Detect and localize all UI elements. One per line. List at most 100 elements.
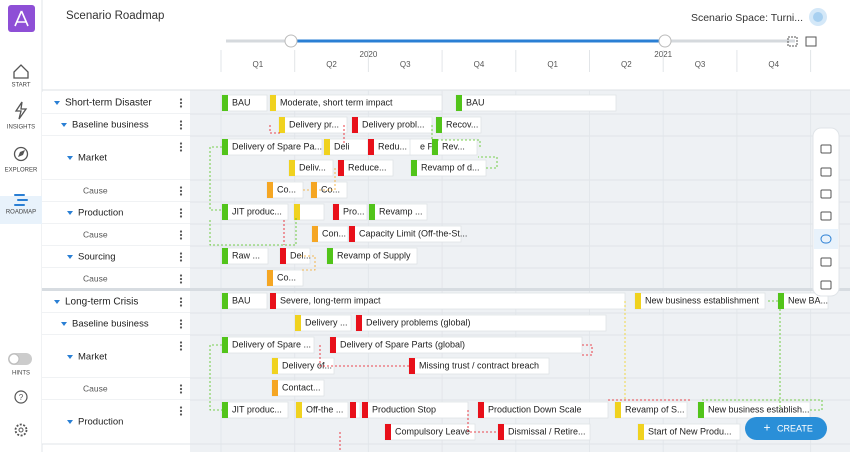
row-bg — [42, 202, 190, 224]
toolbar-icon[interactable] — [820, 144, 832, 154]
icon-roadmap[interactable] — [14, 194, 28, 206]
row-menu-dot[interactable] — [179, 344, 183, 348]
row-menu-dot — [179, 391, 183, 394]
card-label: New BA... — [788, 295, 828, 305]
card-label: Delivery ... — [305, 317, 348, 327]
row-menu-dot[interactable] — [179, 189, 183, 193]
logo[interactable] — [8, 5, 35, 32]
create-button[interactable] — [745, 417, 827, 440]
row-menu-dot[interactable] — [179, 409, 183, 413]
card-status — [409, 358, 415, 374]
nav-label[interactable]: INSIGHTS — [7, 125, 35, 131]
row-menu-dot[interactable] — [179, 300, 183, 304]
icon-expand[interactable] — [805, 36, 817, 47]
card-label: Deli — [334, 141, 350, 151]
connector — [269, 125, 280, 134]
card-status — [432, 139, 438, 155]
card-label: Dismissal / Retire... — [508, 426, 586, 436]
card-status — [385, 424, 391, 440]
connector — [467, 410, 498, 433]
row-label: Production — [78, 208, 123, 219]
row-menu-dot[interactable] — [179, 145, 183, 149]
toolbar-icon[interactable] — [820, 211, 832, 221]
nav-label[interactable]: ROADMAP — [6, 210, 36, 216]
avatar-inner — [813, 12, 823, 22]
card-status — [615, 402, 621, 418]
connector — [302, 168, 336, 191]
expand-arrow[interactable] — [61, 322, 67, 326]
expand-arrow[interactable] — [67, 420, 73, 424]
row-menu-dot[interactable] — [179, 277, 183, 281]
expand-arrow[interactable] — [67, 211, 73, 215]
row-menu-dot — [179, 193, 183, 196]
row-menu-dot[interactable] — [179, 255, 183, 259]
row-bg — [42, 291, 190, 313]
card-status — [498, 424, 504, 440]
row-menu-dot[interactable] — [179, 101, 183, 105]
quarter-label: Q4 — [474, 60, 485, 69]
icon-help[interactable] — [14, 390, 28, 404]
row-label: Market — [78, 153, 107, 164]
expand-arrow[interactable] — [67, 255, 73, 259]
icon-explorer[interactable] — [13, 146, 29, 162]
icon-fit[interactable] — [787, 36, 798, 47]
expand-arrow[interactable] — [54, 300, 60, 304]
toolbar-icon[interactable] — [820, 189, 832, 199]
row-menu-dot[interactable] — [179, 233, 183, 237]
card-label: Moderate, short term impact — [280, 97, 393, 107]
toolbar-icon[interactable] — [820, 280, 832, 290]
connector — [700, 399, 823, 411]
row-menu-dot[interactable] — [179, 322, 183, 326]
row-bg — [42, 246, 190, 268]
icon-insights[interactable] — [14, 101, 28, 120]
nav-label[interactable]: HINTS — [12, 371, 30, 377]
card-label: Revamp of d... — [421, 162, 480, 172]
row-bg — [42, 335, 190, 378]
expand-arrow[interactable] — [61, 123, 67, 127]
toolbar-icon[interactable] — [820, 234, 832, 244]
nav-label[interactable]: START — [11, 83, 30, 89]
card-status — [270, 95, 276, 111]
expand-arrow[interactable] — [67, 355, 73, 359]
row-label: Cause — [83, 273, 108, 283]
toolbar-icon[interactable] — [820, 167, 832, 177]
card-status — [338, 160, 344, 176]
row-menu-dot — [179, 406, 183, 409]
expand-arrow[interactable] — [54, 101, 60, 105]
icon-settings[interactable] — [14, 423, 28, 437]
card-status — [698, 402, 704, 418]
card-status — [369, 204, 375, 220]
card-label: Delivery pr... — [289, 119, 339, 129]
card-status — [456, 95, 462, 111]
row-label: Cause — [83, 229, 108, 239]
toolbar-icon[interactable] — [820, 257, 832, 267]
slider-knob-start[interactable] — [284, 34, 298, 48]
card-status — [222, 95, 228, 111]
slider-knob-end[interactable] — [658, 34, 672, 48]
scenario-space[interactable]: Scenario Space: Turni... — [691, 12, 803, 24]
card-status — [222, 204, 228, 220]
card-label: Delivery of... — [282, 360, 332, 370]
row-menu-dot[interactable] — [179, 387, 183, 391]
row-bg — [42, 92, 190, 114]
group-separator — [42, 288, 850, 291]
nav-label[interactable]: EXPLORER — [5, 168, 38, 174]
card-status — [222, 293, 228, 309]
card-status — [294, 204, 300, 220]
card-label: Del... — [290, 250, 311, 260]
card-status — [411, 160, 417, 176]
row-menu-dot — [179, 105, 183, 108]
hints-knob — [8, 353, 20, 365]
icon-start[interactable] — [13, 64, 29, 79]
row-menu-dot — [179, 98, 183, 101]
create-label: CREATE — [777, 423, 813, 433]
row-menu-dot[interactable] — [179, 211, 183, 215]
card-label: Revamp of S... — [625, 404, 685, 414]
card-status — [279, 117, 285, 133]
row-menu-dot[interactable] — [179, 123, 183, 127]
card-label: Co... — [277, 272, 296, 282]
row-menu-dot — [179, 304, 183, 307]
expand-arrow[interactable] — [67, 156, 73, 160]
row-label: Market — [78, 352, 107, 363]
